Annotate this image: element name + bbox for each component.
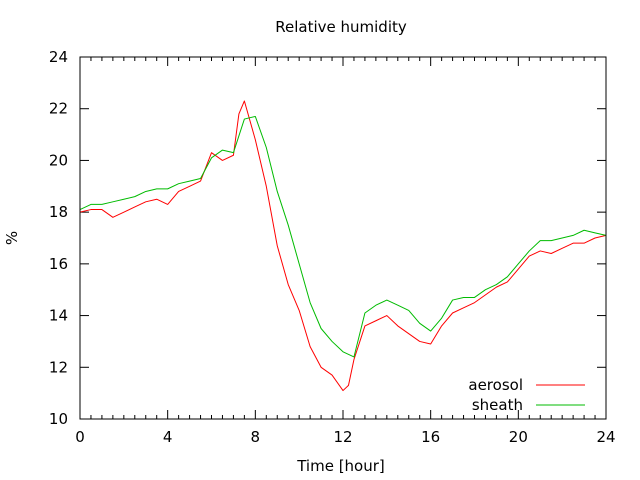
x-tick-label: 24 bbox=[596, 428, 615, 446]
minor-ticks bbox=[90, 57, 596, 419]
x-tick-label: 12 bbox=[333, 428, 352, 446]
x-tick-label: 8 bbox=[251, 428, 261, 446]
plot-frame bbox=[79, 56, 607, 420]
x-axis-title: Time [hour] bbox=[296, 457, 385, 475]
y-tick-label: 16 bbox=[49, 255, 68, 273]
y-tick-label: 12 bbox=[49, 358, 68, 376]
chart-title: Relative humidity bbox=[275, 18, 407, 36]
y-tick-label: 20 bbox=[49, 151, 68, 169]
y-tick-label: 22 bbox=[49, 100, 68, 118]
series-line-sheath bbox=[79, 115, 607, 358]
legend-label-sheath: sheath bbox=[472, 396, 523, 414]
x-tick-label: 4 bbox=[163, 428, 173, 446]
major-ticks bbox=[79, 56, 607, 420]
series-lines bbox=[79, 100, 607, 392]
y-tick-label: 10 bbox=[49, 410, 68, 428]
y-tick-label: 14 bbox=[49, 307, 68, 325]
legend-label-aerosol: aerosol bbox=[468, 376, 523, 394]
tick-labels: 0 4 8 12 16 20 24 10 12 14 16 18 20 22 24 bbox=[49, 48, 616, 446]
x-tick-label: 20 bbox=[509, 428, 528, 446]
legend: aerosol sheath bbox=[468, 376, 585, 414]
series-line-aerosol bbox=[79, 100, 607, 392]
y-tick-label: 18 bbox=[49, 203, 68, 221]
x-tick-label: 16 bbox=[421, 428, 440, 446]
y-tick-label: 24 bbox=[49, 48, 68, 66]
x-tick-label: 0 bbox=[75, 428, 85, 446]
y-axis-title: % bbox=[3, 231, 21, 245]
